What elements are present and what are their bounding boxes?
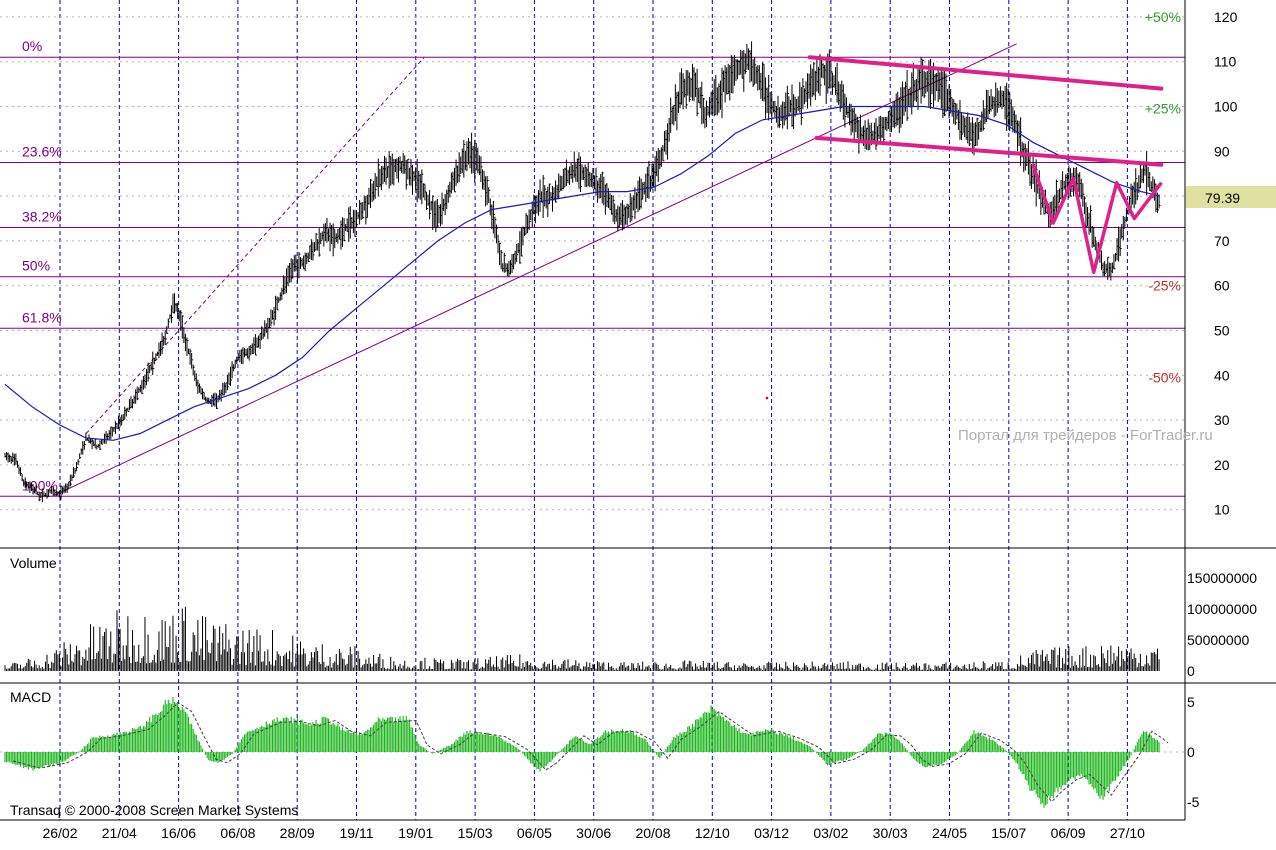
fib-level-label: 50% (22, 258, 50, 274)
x-tick-label: 24/05 (932, 825, 967, 841)
price-tick-label: 120 (1214, 9, 1238, 25)
price-tick-label: 10 (1214, 502, 1230, 518)
fib-level-label: 38.2% (22, 208, 62, 224)
price-tick-label: 40 (1214, 367, 1230, 383)
x-tick-label: 16/06 (161, 825, 196, 841)
volume-panel (4, 606, 1160, 671)
pct-marker-label: -50% (1148, 370, 1181, 386)
trend-line (85, 56, 425, 434)
macd-signal-line (12, 701, 1169, 803)
copyright-text: Transaq © 2000-2008 Screen Market System… (10, 802, 298, 818)
x-tick-label: 03/12 (754, 825, 789, 841)
macd-panel (4, 696, 1169, 808)
volume-tick-label: 0 (1187, 663, 1195, 679)
macd-tick-label: 5 (1187, 694, 1195, 710)
x-tick-label: 30/06 (576, 825, 611, 841)
x-tick-label: 28/09 (280, 825, 315, 841)
moving-average-line (4, 105, 1161, 441)
pct-marker-label: -25% (1148, 278, 1181, 294)
price-tick-label: 60 (1214, 278, 1230, 294)
volume-title: Volume (10, 555, 57, 571)
x-tick-label: 20/08 (635, 825, 670, 841)
pink-channel-line (814, 135, 1164, 167)
x-tick-label: 06/05 (517, 825, 552, 841)
price-tick-label: 70 (1214, 233, 1230, 249)
fib-level-label: 23.6% (22, 144, 62, 160)
x-tick-label: 26/02 (42, 825, 77, 841)
x-tick-label: 21/04 (102, 825, 137, 841)
x-tick-label: 19/11 (340, 825, 374, 841)
red-dot-marker (765, 396, 769, 400)
x-tick-label: 12/10 (695, 825, 730, 841)
x-tick-label: 03/02 (813, 825, 848, 841)
last-price-label: 79.39 (1205, 190, 1240, 206)
pink-channel-line (807, 55, 1164, 91)
price-tick-label: 50 (1214, 323, 1230, 339)
price-tick-label: 110 (1214, 54, 1237, 70)
volume-tick-label: 100000000 (1187, 601, 1257, 617)
pink-pattern-line (1031, 164, 1163, 275)
price-tick-label: 100 (1214, 99, 1238, 115)
x-tick-label: 15/07 (991, 825, 1026, 841)
pct-marker-label: +50% (1145, 9, 1181, 25)
price-tick-label: 30 (1214, 412, 1230, 428)
last-price-box (1186, 186, 1276, 208)
x-tick-label: 27/10 (1110, 825, 1145, 841)
grid-layer (0, 0, 1185, 820)
price-panel: 0%23.6%38.2%50%61.8%100%+50%+25%-25%-50% (0, 9, 1185, 503)
fib-level-label: 61.8% (22, 309, 62, 325)
x-tick-label: 30/03 (873, 825, 908, 841)
macd-tick-label: -5 (1187, 794, 1200, 810)
x-tick-label: 06/09 (1051, 825, 1086, 841)
macd-tick-label: 0 (1187, 744, 1195, 760)
x-tick-label: 19/01 (398, 825, 433, 841)
axis-layer: 26/02 21/04 16/06 06/08 28/09 19/11 19/01 15/03… (42, 9, 1257, 841)
volume-tick-label: 150000000 (1187, 570, 1257, 586)
fib-level-label: 0% (22, 38, 42, 54)
x-tick-label: 15/03 (458, 825, 493, 841)
x-tick-label: 06/08 (220, 825, 255, 841)
macd-title: MACD (10, 689, 51, 705)
watermark-text: Портал для трейдеров - ForTrader.ru (958, 427, 1213, 444)
volume-tick-label: 50000000 (1187, 632, 1250, 648)
price-tick-label: 90 (1214, 143, 1230, 159)
pct-marker-label: +25% (1145, 101, 1181, 117)
price-tick-label: 20 (1214, 457, 1230, 473)
